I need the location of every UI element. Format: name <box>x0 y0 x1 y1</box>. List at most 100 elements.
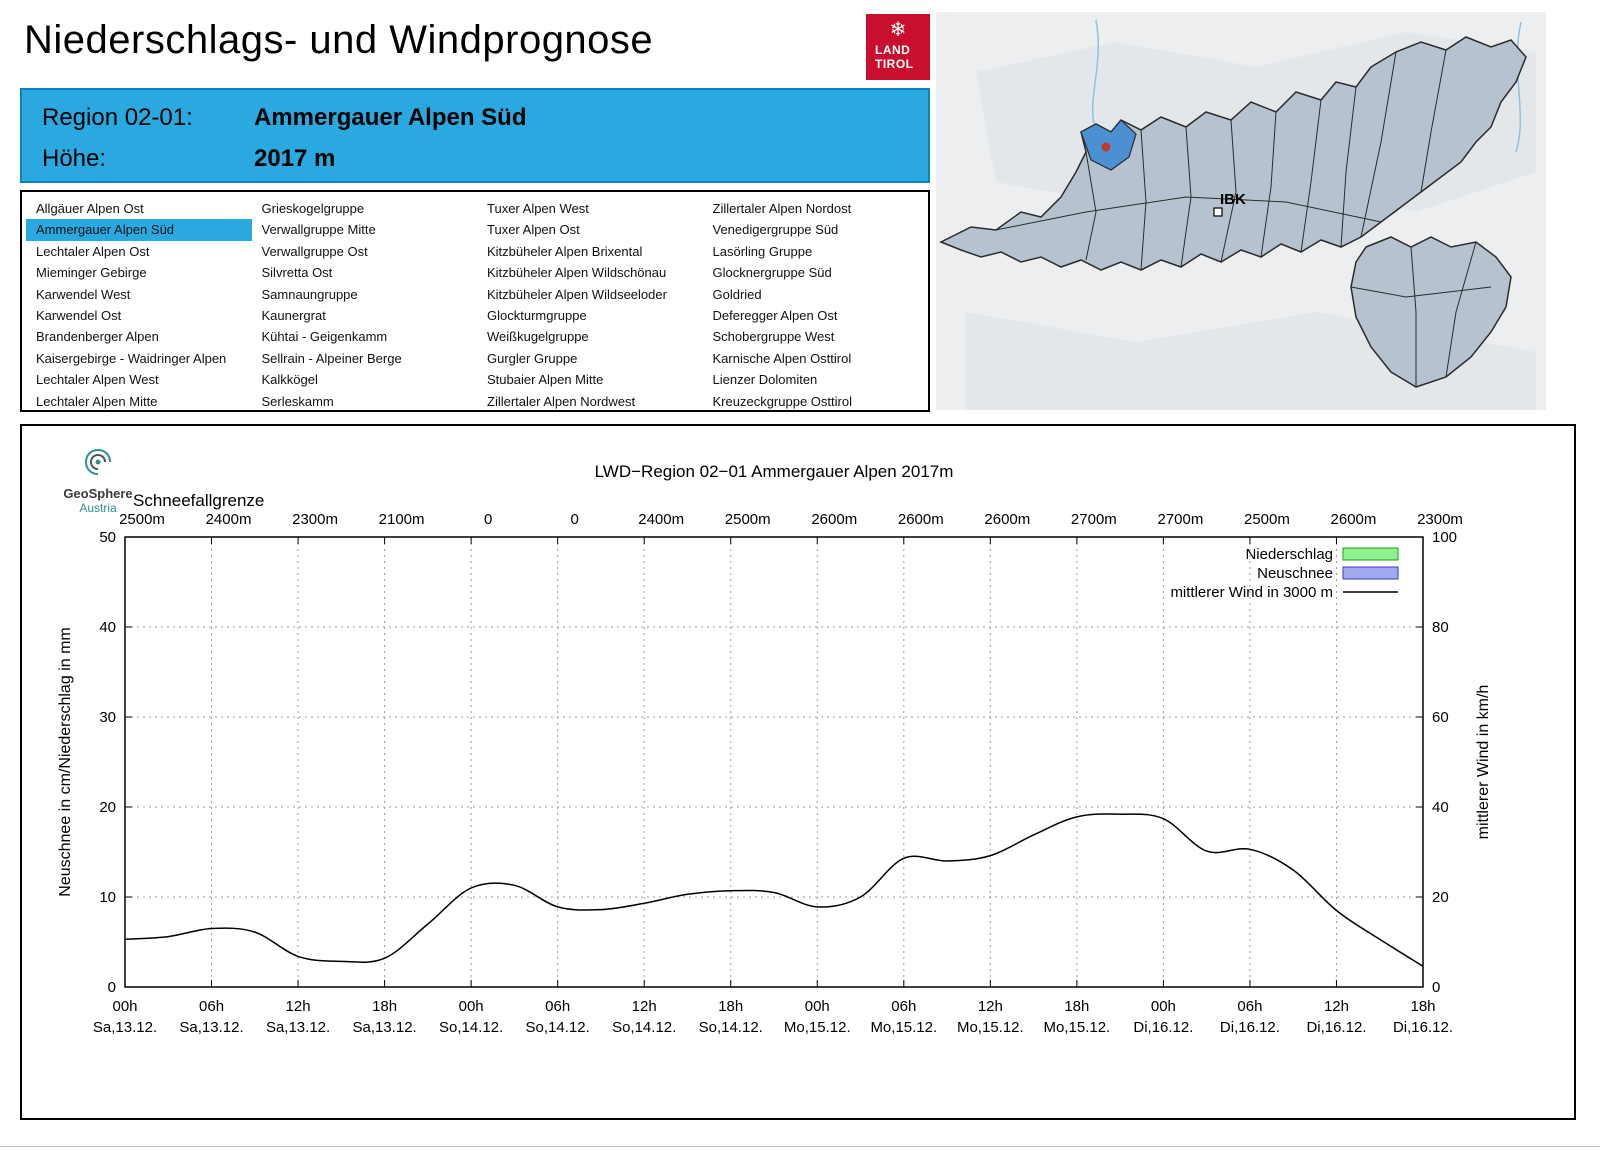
region-item[interactable]: Venedigergruppe Süd <box>712 222 839 238</box>
svg-text:LWD−Region 02−01 Ammergauer Al: LWD−Region 02−01 Ammergauer Alpen 2017m <box>595 462 954 481</box>
tirol-map-svg[interactable]: IBK <box>936 12 1546 410</box>
svg-text:0: 0 <box>1432 979 1440 996</box>
svg-text:20: 20 <box>1432 889 1449 906</box>
svg-text:40: 40 <box>99 619 116 636</box>
region-item[interactable]: Lechtaler Alpen Ost <box>36 243 150 259</box>
svg-text:06h: 06h <box>891 998 916 1015</box>
region-item[interactable]: Lechtaler Alpen West <box>36 372 159 388</box>
svg-text:Niederschlag: Niederschlag <box>1245 546 1333 563</box>
land-tirol-logo: ❄ LAND TIROL <box>866 14 930 80</box>
region-item[interactable]: Weißkugelgruppe <box>487 329 589 345</box>
tirol-map[interactable]: IBK <box>936 12 1546 410</box>
svg-text:00h: 00h <box>805 998 830 1015</box>
geosphere-country: Austria <box>79 501 117 515</box>
region-item[interactable]: Sellrain - Alpeiner Berge <box>261 350 402 366</box>
region-item[interactable]: Schobergruppe West <box>712 329 835 345</box>
region-item[interactable]: Karnische Alpen Osttirol <box>712 350 852 366</box>
svg-text:100: 100 <box>1432 529 1457 546</box>
region-list-column: Allgäuer Alpen Ost Ammergauer Alpen Süd Le… <box>26 198 252 410</box>
region-item-selected[interactable]: Ammergauer Alpen Süd <box>26 219 252 241</box>
ibk-label: IBK <box>1220 191 1246 208</box>
region-item[interactable]: Gurgler Gruppe <box>487 350 578 366</box>
region-item[interactable]: Deferegger Alpen Ost <box>712 307 838 323</box>
svg-text:80: 80 <box>1432 619 1449 636</box>
region-item[interactable]: Karwendel West <box>36 286 131 302</box>
svg-text:18h: 18h <box>718 998 743 1015</box>
svg-text:Mo,15.12.: Mo,15.12. <box>870 1019 937 1036</box>
region-item[interactable]: Grieskogelgruppe <box>261 201 365 216</box>
svg-text:0: 0 <box>570 511 578 528</box>
svg-text:2300m: 2300m <box>292 511 338 528</box>
region-item[interactable]: Kaunergrat <box>261 307 326 323</box>
geosphere-name: GeoSphere <box>63 486 133 501</box>
svg-text:30: 30 <box>99 709 116 726</box>
region-item[interactable]: Verwallgruppe Mitte <box>261 222 376 238</box>
svg-text:40: 40 <box>1432 799 1449 816</box>
svg-text:06h: 06h <box>199 998 224 1015</box>
svg-text:So,14.12.: So,14.12. <box>439 1019 503 1036</box>
svg-text:So,14.12.: So,14.12. <box>526 1019 590 1036</box>
region-item[interactable]: Brandenberger Alpen <box>36 329 159 345</box>
region-item[interactable]: Silvretta Ost <box>261 265 333 281</box>
region-item[interactable]: Verwallgruppe Ost <box>261 243 368 259</box>
region-list-column: Zillertaler Alpen Nordost Venedigergruppe… <box>703 198 929 410</box>
region-item[interactable]: Tuxer Alpen Ost <box>487 222 580 238</box>
region-item[interactable]: Glocknergruppe Süd <box>712 265 832 281</box>
svg-text:So,14.12.: So,14.12. <box>612 1019 676 1036</box>
wind-line <box>124 813 1424 967</box>
east-tirol-region[interactable] <box>1350 236 1512 388</box>
svg-text:Neuschnee: Neuschnee <box>1257 565 1333 582</box>
svg-text:00h: 00h <box>1151 998 1176 1015</box>
river-line <box>1091 19 1100 125</box>
svg-text:So,14.12.: So,14.12. <box>699 1019 763 1036</box>
region-boundaries <box>995 49 1447 271</box>
svg-text:mittlerer Wind in km/h: mittlerer Wind in km/h <box>1475 685 1492 840</box>
svg-text:60: 60 <box>1432 709 1449 726</box>
svg-text:10: 10 <box>99 889 116 906</box>
svg-text:20: 20 <box>99 799 116 816</box>
svg-text:0: 0 <box>108 979 116 996</box>
svg-text:Di,16.12.: Di,16.12. <box>1133 1019 1193 1036</box>
svg-text:00h: 00h <box>112 998 137 1015</box>
region-item[interactable]: Kitzbüheler Alpen Brixental <box>487 243 643 259</box>
region-item[interactable]: Stubaier Alpen Mitte <box>487 372 604 388</box>
region-item[interactable]: Kreuzeckgruppe Osttirol <box>712 393 852 409</box>
svg-text:2500m: 2500m <box>725 511 771 528</box>
svg-text:mittlerer Wind in 3000 m: mittlerer Wind in 3000 m <box>1170 584 1333 601</box>
region-item[interactable]: Lechtaler Alpen Mitte <box>36 393 158 409</box>
svg-text:2100m: 2100m <box>379 511 425 528</box>
region-item[interactable]: Glockturmgruppe <box>487 307 587 323</box>
svg-text:Sa,13.12.: Sa,13.12. <box>179 1019 243 1036</box>
svg-text:2500m: 2500m <box>1244 511 1290 528</box>
svg-text:Sa,13.12.: Sa,13.12. <box>266 1019 330 1036</box>
svg-text:12h: 12h <box>978 998 1003 1015</box>
svg-text:2600m: 2600m <box>1331 511 1377 528</box>
region-item[interactable]: Lienzer Dolomiten <box>712 372 818 388</box>
region-item[interactable]: Lasörling Gruppe <box>712 243 813 259</box>
region-item[interactable]: Karwendel Ost <box>36 307 122 323</box>
region-item[interactable]: Serleskamm <box>261 393 334 409</box>
region-item[interactable]: Kühtai - Geigenkamm <box>261 329 388 345</box>
region-item[interactable]: Samnaungruppe <box>261 286 358 302</box>
svg-text:12h: 12h <box>286 998 311 1015</box>
hoehe-label: Höhe: <box>42 145 107 172</box>
region-item[interactable]: Zillertaler Alpen Nordost <box>712 201 852 216</box>
region-item[interactable]: Kitzbüheler Alpen Wildschönau <box>487 265 667 281</box>
ibk-marker <box>1213 207 1223 217</box>
svg-text:2600m: 2600m <box>811 511 857 528</box>
region-item[interactable]: Kaisergebirge - Waidringer Alpen <box>36 350 227 366</box>
region-item[interactable]: Kitzbüheler Alpen Wildseeloder <box>487 286 667 302</box>
region-item[interactable]: Zillertaler Alpen Nordwest <box>487 393 636 409</box>
svg-text:18h: 18h <box>1410 998 1435 1015</box>
region-list-column: Tuxer Alpen West Tuxer Alpen Ost Kitzbühel… <box>477 198 703 410</box>
region-item[interactable]: Tuxer Alpen West <box>487 201 589 216</box>
region-item[interactable]: Mieminger Gebirge <box>36 265 147 281</box>
region-item[interactable]: Kalkkögel <box>261 372 318 388</box>
svg-text:2600m: 2600m <box>898 511 944 528</box>
region-item[interactable]: Goldried <box>712 286 762 302</box>
svg-text:50: 50 <box>99 529 116 546</box>
svg-text:2700m: 2700m <box>1157 511 1203 528</box>
svg-text:Mo,15.12.: Mo,15.12. <box>1044 1019 1111 1036</box>
region-item[interactable]: Allgäuer Alpen Ost <box>36 201 144 216</box>
